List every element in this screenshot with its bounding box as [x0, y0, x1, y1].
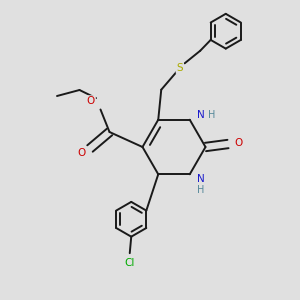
Text: Cl: Cl [124, 258, 135, 268]
Text: S: S [176, 63, 183, 73]
Text: H: H [208, 110, 215, 120]
Text: O: O [87, 96, 95, 106]
Text: N: N [197, 110, 205, 120]
Text: N: N [197, 174, 205, 184]
Text: O: O [77, 148, 85, 158]
Text: O: O [234, 137, 243, 148]
Text: H: H [197, 185, 205, 195]
